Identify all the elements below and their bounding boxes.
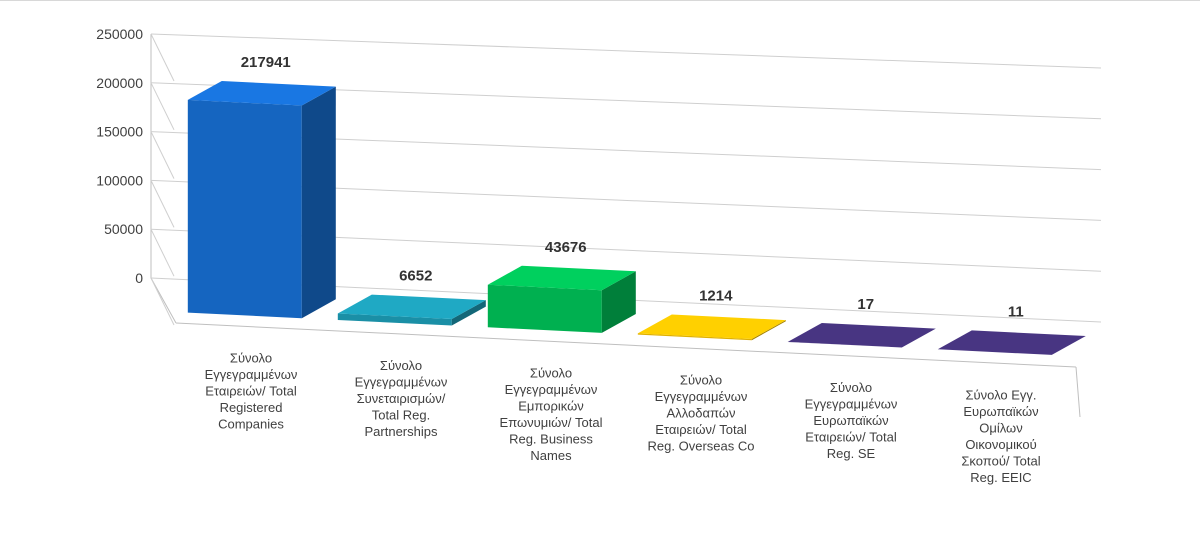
category-label-line: Οικονομικού bbox=[965, 437, 1036, 452]
bar-1 bbox=[187, 81, 336, 319]
category-label-line: Συνεταιρισμών/ bbox=[357, 391, 446, 406]
category-label-line: Εγγεγραμμένων bbox=[655, 389, 748, 404]
category-label-line: Total Reg. bbox=[372, 408, 431, 423]
category-label-line: Σύνολο bbox=[680, 373, 722, 388]
category-label-line: Ομίλων bbox=[979, 420, 1022, 435]
bar-top-face bbox=[337, 294, 486, 319]
category-label: Σύνολο Εγγ. Ευρωπαϊκών Ομίλων Οικονομικού Σκ… bbox=[961, 387, 1040, 485]
bar-side-face bbox=[451, 300, 486, 326]
data-label: 11 bbox=[1008, 303, 1024, 320]
gridline-side bbox=[150, 33, 175, 82]
data-label: 1214 bbox=[699, 288, 733, 305]
data-label: 217941 bbox=[241, 54, 291, 71]
category-label-line: Εγγεγραμμένων bbox=[505, 382, 598, 397]
category-label-line: Ευρωπαϊκών bbox=[963, 404, 1038, 419]
bar-4 bbox=[637, 314, 786, 341]
category-label-line: Reg. Overseas Co bbox=[648, 439, 755, 454]
category-label-line: Ευρωπαϊκών bbox=[813, 413, 888, 428]
category-label-line: Αλλοδαπών bbox=[667, 406, 736, 421]
category-label-line: Επωνυμιών/ Total bbox=[500, 415, 603, 430]
y-tick-label: 200000 bbox=[96, 75, 143, 91]
gridline-side bbox=[150, 228, 175, 277]
category-label-line: Names bbox=[530, 448, 572, 463]
category-label: Σύνολο Εγγεγραμμένων Αλλοδαπών Εταιρειών/ T… bbox=[648, 373, 755, 454]
category-label-line: Εταιρειών/ Total bbox=[805, 430, 897, 445]
bar-front-face bbox=[337, 313, 452, 326]
category-label-line: Εγγεγραμμένων bbox=[355, 375, 448, 390]
bar-top-face bbox=[187, 81, 336, 106]
category-label-line: Εγγεγραμμένων bbox=[205, 367, 298, 382]
category-label: Σύνολο Εγγεγραμμένων Ευρωπαϊκών Εταιρειών/ … bbox=[805, 380, 898, 461]
bar-3 bbox=[487, 265, 636, 333]
category-label: Σύνολο Εγγεγραμμένων Εμπορικών Επωνυμιών/ T… bbox=[500, 365, 603, 463]
bar-side-face bbox=[751, 320, 786, 341]
bar-front-face bbox=[487, 284, 602, 333]
y-tick-label: 0 bbox=[135, 270, 143, 286]
bar-top-face bbox=[937, 330, 1086, 355]
gridline bbox=[150, 33, 1102, 69]
category-label-line: Σκοπού/ Total bbox=[961, 453, 1040, 468]
category-label-line: Reg. Business bbox=[509, 431, 593, 446]
bar-6 bbox=[937, 330, 1086, 355]
data-label: 6652 bbox=[399, 268, 432, 285]
bar-side-face bbox=[601, 271, 636, 333]
bar-side-face bbox=[301, 86, 336, 319]
category-label-line: Σύνολο bbox=[830, 380, 872, 395]
y-tick-label: 250000 bbox=[96, 26, 143, 42]
y-tick-label: 50000 bbox=[104, 221, 143, 237]
y-tick-label: 100000 bbox=[96, 172, 143, 188]
bar-top-face bbox=[487, 265, 636, 291]
category-label-line: Σύνολο bbox=[230, 351, 272, 366]
bar-2 bbox=[337, 294, 486, 326]
bar-front-face bbox=[637, 333, 752, 341]
data-label: 17 bbox=[857, 296, 874, 313]
category-label-line: Εταιρειών/ Total bbox=[205, 384, 297, 399]
gridline-side bbox=[150, 277, 175, 326]
category-label-line: Σύνολο bbox=[380, 358, 422, 373]
category-label: Σύνολο Εγγεγραμμένων Εταιρειών/ Total Regis… bbox=[205, 351, 298, 432]
category-label-line: Εμπορικών bbox=[518, 398, 583, 413]
bar-top-face bbox=[637, 314, 786, 339]
floor-front-edge bbox=[175, 322, 1077, 368]
category-label-line: Σύνολο Εγγ. bbox=[965, 387, 1036, 402]
category-label-line: Reg. EEIC bbox=[970, 470, 1031, 485]
gridline-side bbox=[150, 180, 175, 228]
category-label-line: Σύνολο bbox=[530, 365, 572, 380]
y-tick-label: 150000 bbox=[96, 124, 143, 140]
category-label-line: Εταιρειών/ Total bbox=[655, 422, 747, 437]
gridline-side bbox=[150, 131, 175, 179]
bar-front-face bbox=[787, 341, 902, 348]
data-label: 43676 bbox=[545, 239, 587, 256]
gridline-side bbox=[150, 82, 175, 131]
bar-top-face bbox=[787, 323, 936, 348]
category-label: Σύνολο Εγγεγραμμένων Συνεταιρισμών/Total R… bbox=[355, 358, 448, 439]
category-label-line: Companies bbox=[218, 417, 284, 432]
bar-5 bbox=[787, 323, 936, 348]
floor-right-edge bbox=[1075, 366, 1081, 418]
category-label-line: Partnerships bbox=[365, 424, 438, 439]
bar-front-face bbox=[187, 99, 302, 319]
category-label-line: Registered bbox=[220, 400, 283, 415]
category-label-line: Εγγεγραμμένων bbox=[805, 397, 898, 412]
category-label-line: Reg. SE bbox=[827, 446, 876, 461]
